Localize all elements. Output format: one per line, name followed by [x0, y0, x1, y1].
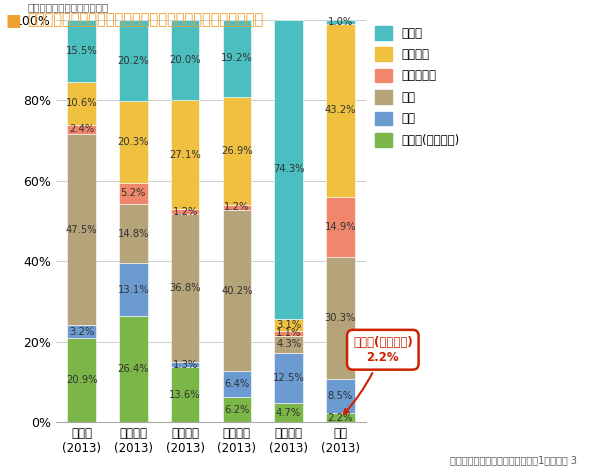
Text: 1.1%: 1.1% — [276, 329, 301, 338]
Text: 再エネ(除く水力)
2.2%: 再エネ(除く水力) 2.2% — [344, 336, 413, 414]
Legend: 原子力, 天然ガス, 石油その他, 石炊, 水力, 再エネ(水力除く): 原子力, 天然ガス, 石油その他, 石炊, 水力, 再エネ(水力除く) — [375, 26, 459, 147]
Text: 1.2%: 1.2% — [224, 203, 249, 212]
Text: 6.2%: 6.2% — [224, 405, 249, 415]
Text: 20.0%: 20.0% — [170, 55, 201, 65]
Bar — [223, 205, 251, 210]
Bar — [223, 97, 251, 205]
Bar — [171, 20, 199, 101]
Bar — [171, 368, 199, 422]
Text: 47.5%: 47.5% — [66, 225, 98, 235]
Text: 27.1%: 27.1% — [169, 150, 201, 160]
Bar — [67, 125, 96, 134]
Text: 6.4%: 6.4% — [224, 379, 249, 389]
Bar — [119, 101, 148, 183]
Text: 4.3%: 4.3% — [276, 339, 301, 349]
Text: 30.3%: 30.3% — [325, 313, 356, 323]
Text: 20.2%: 20.2% — [118, 55, 149, 66]
Text: 40.2%: 40.2% — [221, 286, 253, 296]
Text: 1.3%: 1.3% — [173, 360, 198, 370]
Text: 2.4%: 2.4% — [69, 125, 94, 134]
Text: （発電電力量に占める割合）: （発電電力量に占める割合） — [28, 2, 109, 12]
Bar — [67, 134, 96, 325]
Text: 5.2%: 5.2% — [121, 188, 146, 198]
Text: 3.2%: 3.2% — [69, 327, 94, 337]
Bar — [274, 331, 303, 336]
Bar — [274, 336, 303, 353]
Text: 2.2%: 2.2% — [328, 413, 353, 423]
Text: 13.1%: 13.1% — [118, 285, 149, 295]
Bar — [119, 183, 148, 204]
Bar — [326, 20, 355, 24]
Text: 26.4%: 26.4% — [118, 364, 149, 374]
Bar — [223, 397, 251, 422]
Bar — [326, 197, 355, 257]
Bar — [67, 325, 96, 338]
Bar — [223, 371, 251, 397]
Text: 26.9%: 26.9% — [221, 146, 253, 156]
Text: 14.8%: 14.8% — [118, 228, 149, 239]
Bar — [171, 101, 199, 210]
Text: 19.2%: 19.2% — [221, 53, 253, 63]
Text: 15.5%: 15.5% — [65, 46, 98, 56]
Text: 出典：新エネルギー小委員会（第1回）資料 3: 出典：新エネルギー小委員会（第1回）資料 3 — [450, 455, 577, 465]
Text: 1.0%: 1.0% — [328, 16, 353, 27]
Bar — [326, 413, 355, 422]
Text: 20.3%: 20.3% — [118, 137, 149, 147]
Bar — [119, 20, 148, 101]
Bar — [326, 24, 355, 197]
Bar — [119, 316, 148, 422]
Text: 8.5%: 8.5% — [328, 391, 353, 401]
Text: 4.7%: 4.7% — [276, 407, 301, 418]
Text: 12.5%: 12.5% — [273, 373, 305, 383]
Bar — [67, 338, 96, 422]
Text: ■: ■ — [6, 12, 21, 30]
Bar — [274, 353, 303, 403]
Text: 74.3%: 74.3% — [273, 164, 305, 174]
Bar — [171, 362, 199, 368]
Bar — [223, 210, 251, 371]
Text: 3.1%: 3.1% — [276, 320, 301, 330]
Bar — [274, 20, 303, 319]
Bar — [274, 319, 303, 331]
Bar — [119, 263, 148, 316]
Bar — [67, 82, 96, 125]
Bar — [119, 204, 148, 263]
Bar — [171, 214, 199, 362]
Bar — [67, 20, 96, 82]
Text: 再生可能エネルギー導入量の国際比較（発電電力量ベース）: 再生可能エネルギー導入量の国際比較（発電電力量ベース） — [27, 12, 263, 27]
Text: 43.2%: 43.2% — [325, 105, 356, 116]
Text: 10.6%: 10.6% — [66, 98, 98, 108]
Text: 13.6%: 13.6% — [170, 390, 201, 400]
Text: 36.8%: 36.8% — [170, 283, 201, 293]
Bar — [171, 210, 199, 214]
Text: 20.9%: 20.9% — [66, 375, 98, 385]
Bar — [223, 20, 251, 97]
Bar — [274, 403, 303, 422]
Text: 14.9%: 14.9% — [325, 222, 356, 232]
Text: 1.2%: 1.2% — [173, 207, 198, 217]
Bar — [326, 379, 355, 413]
Bar — [326, 257, 355, 379]
